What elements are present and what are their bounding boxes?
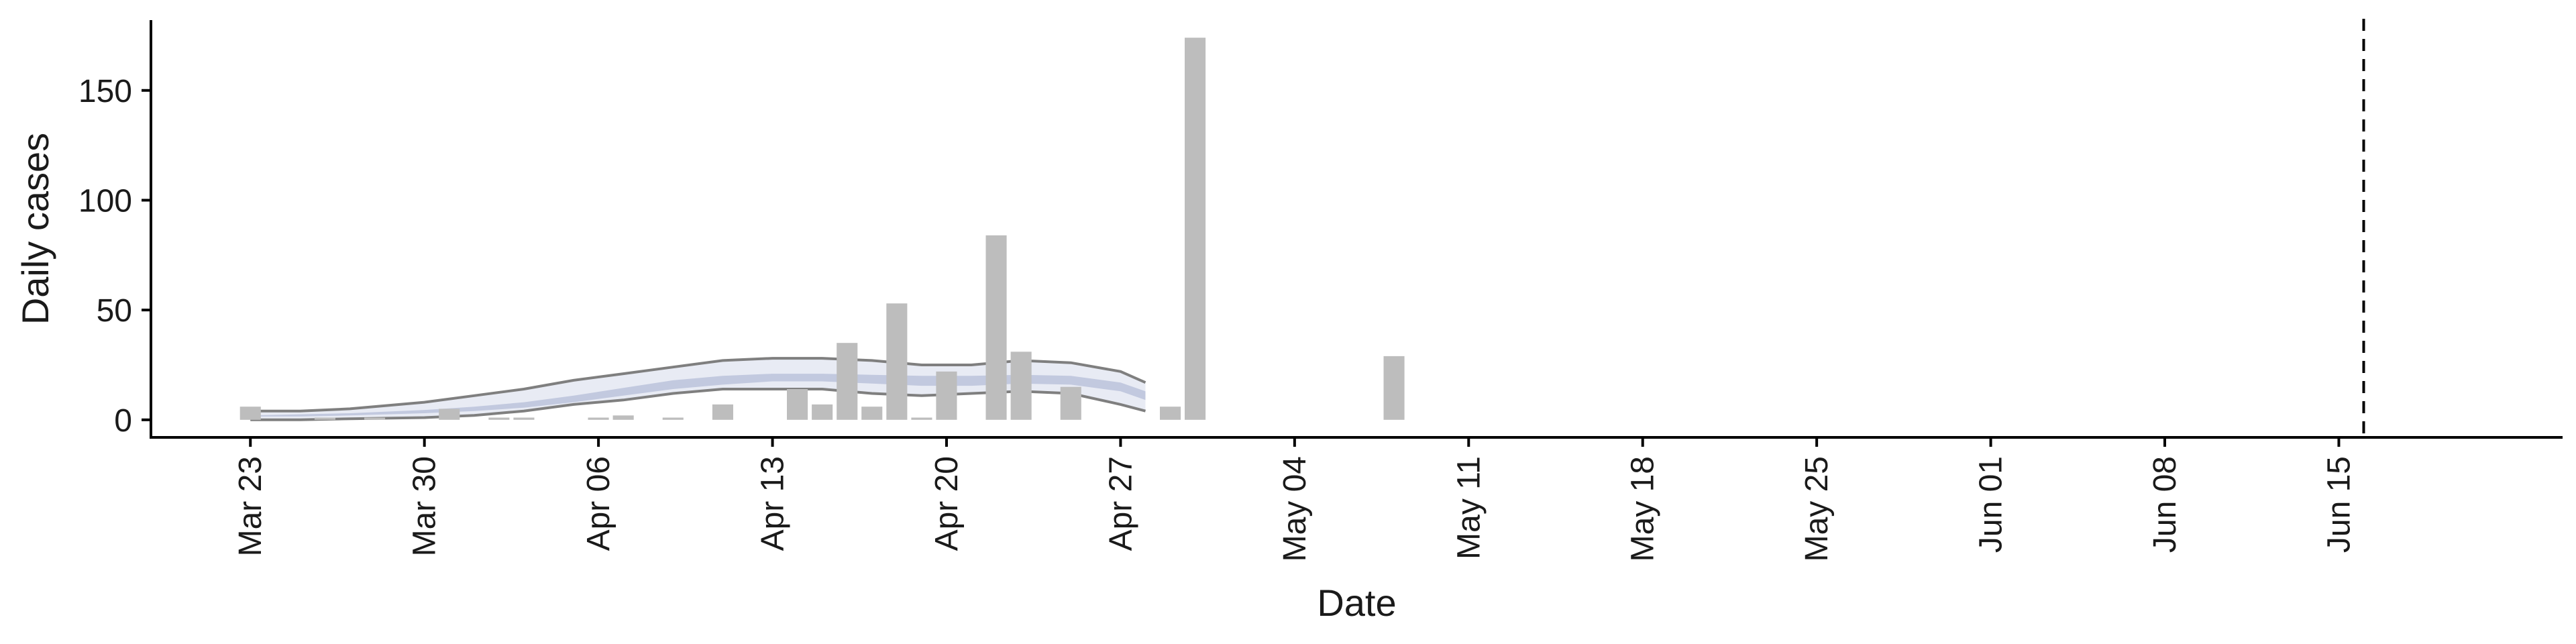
x-tick-label: May 11 [1451, 456, 1487, 559]
y-tick-label: 0 [114, 403, 132, 439]
x-tick-label: Jun 01 [1974, 456, 2009, 553]
x-tick-label: Jun 08 [2147, 456, 2183, 553]
y-tick-label: 100 [78, 183, 132, 219]
x-tick-label: Jun 15 [2321, 456, 2357, 553]
y-axis-ticks: 0 50 100 150 [78, 74, 151, 439]
x-tick-label: Apr 20 [929, 456, 965, 551]
bar [1383, 356, 1405, 420]
y-tick-label: 50 [97, 293, 132, 329]
x-tick-label: Mar 30 [407, 456, 443, 556]
bar [936, 371, 957, 420]
bar [439, 409, 460, 420]
x-tick-label: May 18 [1625, 456, 1661, 561]
bar [1060, 386, 1081, 420]
bar [488, 417, 510, 420]
bar [712, 404, 733, 420]
bar [985, 235, 1007, 420]
axes [150, 20, 2563, 439]
y-axis-title: Daily cases [14, 133, 56, 325]
x-tick-label: Apr 13 [755, 456, 791, 551]
bar [314, 417, 335, 420]
y-tick-label: 150 [78, 74, 132, 109]
outer-band [250, 358, 1146, 420]
bar [911, 417, 932, 420]
x-tick-label: May 04 [1277, 456, 1313, 561]
bar [612, 415, 634, 420]
bar [364, 417, 386, 420]
bar [513, 417, 535, 420]
bar [588, 417, 609, 420]
x-axis-ticks: Mar 23 Mar 30 Apr 06 Apr 13 Apr 20 Apr 27 May … [233, 437, 2357, 561]
inner-band [250, 374, 1146, 417]
bar [1010, 352, 1032, 420]
x-tick-label: Mar 23 [233, 456, 268, 556]
x-axis-title: Date [1317, 582, 1396, 624]
bar [1185, 38, 1206, 420]
bar [861, 407, 883, 420]
x-tick-label: May 25 [1799, 456, 1835, 561]
bar [662, 417, 684, 420]
bars [239, 38, 1405, 420]
x-tick-label: Apr 06 [581, 456, 616, 551]
bar [837, 343, 858, 420]
bar [239, 407, 261, 420]
bar [787, 389, 808, 420]
x-tick-label: Apr 27 [1103, 456, 1138, 551]
bar [1160, 407, 1181, 420]
bar [812, 404, 833, 420]
bar [886, 303, 908, 420]
